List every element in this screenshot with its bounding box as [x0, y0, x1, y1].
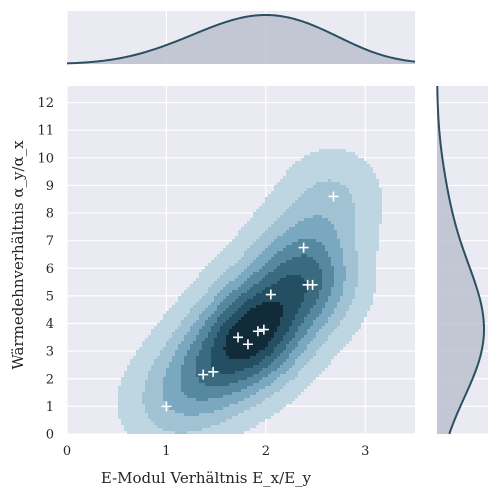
data-point-marker	[265, 289, 276, 300]
right-marginal-plot	[436, 85, 488, 435]
y-tick-label: 8	[46, 207, 54, 222]
data-point-marker	[252, 326, 263, 337]
data-points	[161, 191, 339, 412]
y-tick-label: 1	[46, 400, 54, 415]
data-point-marker	[198, 369, 209, 380]
right-marginal-kde-line	[436, 85, 486, 435]
x-tick-label: 3	[361, 444, 369, 459]
data-point-marker	[233, 332, 244, 343]
y-axis-label: Wärmedehnverhältnis α_y/α_x	[9, 140, 27, 370]
y-tick-label: 5	[46, 289, 54, 304]
y-tick-label: 7	[46, 234, 54, 249]
y-tick-label: 3	[46, 345, 54, 360]
data-point-marker	[307, 279, 318, 290]
y-tick-label: 10	[37, 151, 54, 166]
top-marginal-kde-fill	[67, 15, 415, 64]
y-tick-label: 11	[37, 124, 54, 139]
kde-contours	[118, 149, 382, 434]
data-point-marker	[161, 401, 172, 412]
x-tick-label: 0	[63, 444, 71, 459]
y-tick-label: 12	[37, 96, 54, 111]
y-tick-label: 6	[46, 262, 54, 277]
data-point-marker	[258, 324, 269, 335]
y-tick-label: 4	[46, 317, 54, 332]
right-marginal-kde-fill	[437, 86, 484, 434]
data-point-marker	[298, 242, 309, 253]
x-tick-label: 2	[262, 444, 270, 459]
data-point-marker	[328, 191, 339, 202]
data-point-marker	[208, 366, 219, 377]
x-axis-label: E-Modul Verhältnis E_x/E_y	[101, 469, 312, 487]
y-tick-label: 9	[46, 179, 54, 194]
x-tick-label: 1	[162, 444, 170, 459]
y-tick-label: 2	[46, 372, 54, 387]
top-marginal-plot	[66, 11, 416, 65]
data-point-marker	[242, 339, 253, 350]
y-tick-label: 0	[46, 428, 54, 443]
x-tick-labels: 0 1 2 3	[63, 444, 370, 459]
top-marginal-kde-line	[66, 13, 416, 65]
